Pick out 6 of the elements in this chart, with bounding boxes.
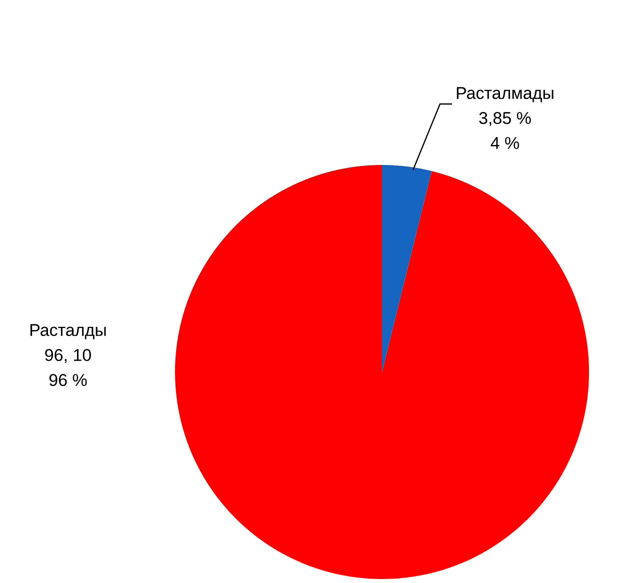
data-label: 3,85 % bbox=[479, 112, 531, 126]
text: 96 % bbox=[49, 374, 87, 386]
slice-label: Расталмады bbox=[456, 87, 554, 102]
text: 4 % bbox=[490, 137, 520, 149]
slice-label: Расталды bbox=[30, 324, 106, 340]
data-label: 96, 10 bbox=[45, 349, 91, 364]
